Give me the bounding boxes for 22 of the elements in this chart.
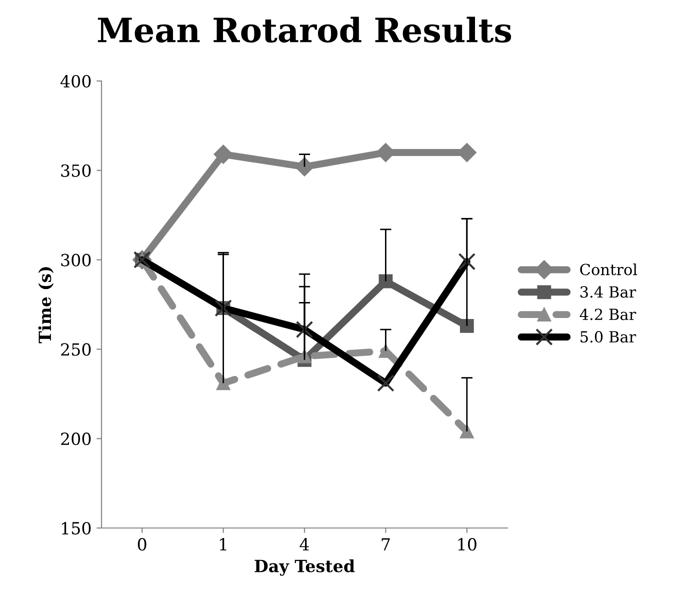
- point: [214, 144, 233, 164]
- point: [294, 157, 314, 176]
- legend-label: 4.2 Bar: [580, 308, 636, 320]
- x-tick-label: 7: [382, 538, 390, 550]
- point: [378, 274, 393, 288]
- chart-title: Mean Rotarod Results: [98, 16, 512, 43]
- x-tick-label: 4: [300, 538, 309, 550]
- legend-label: 5.0 Bar: [580, 331, 636, 343]
- x-axis-title: Day Tested: [254, 559, 355, 576]
- y-tick-label: 350: [61, 164, 91, 177]
- y-tick-label: 300: [61, 254, 91, 266]
- legend-label: 3.4 Bar: [580, 286, 636, 298]
- y-tick-label: 150: [62, 522, 91, 535]
- y-tick-label: 400: [60, 74, 91, 88]
- y-axis-title: Time (s): [38, 267, 54, 344]
- y-tick-label: 250: [61, 343, 91, 356]
- y-tick-label: 200: [61, 432, 91, 446]
- x-tick-label: 0: [138, 538, 146, 551]
- x-tick-label: 10: [458, 538, 476, 551]
- x-tick-label: 1: [220, 538, 226, 550]
- point: [460, 319, 474, 333]
- legend-label: Control: [580, 263, 638, 276]
